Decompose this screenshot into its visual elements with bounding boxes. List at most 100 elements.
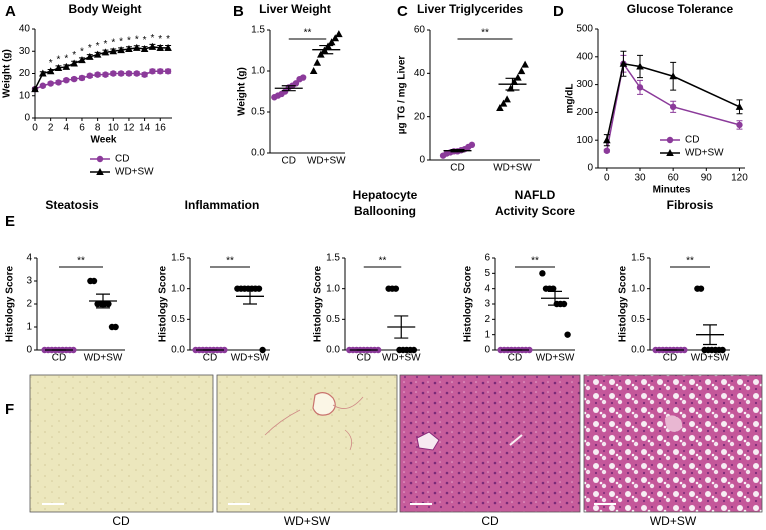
panel-letter: C bbox=[397, 3, 408, 20]
x-tick-label: WD+SW bbox=[307, 156, 346, 167]
sem-bar bbox=[394, 315, 409, 339]
significance-mark: * bbox=[64, 53, 68, 64]
data-point bbox=[299, 74, 307, 81]
data-point bbox=[636, 84, 644, 91]
y-tick-label: 500 bbox=[576, 24, 593, 35]
data-point bbox=[735, 102, 744, 110]
y-tick-label: 5 bbox=[484, 268, 490, 279]
data-point bbox=[102, 71, 109, 78]
series-line bbox=[34, 70, 169, 90]
data-point bbox=[157, 68, 164, 75]
significance-label: ** bbox=[686, 256, 694, 267]
micrograph-panel: F CD WD+SW CD WD+SW bbox=[5, 374, 763, 528]
y-tick-label: 2 bbox=[26, 299, 32, 310]
data-point bbox=[560, 300, 568, 308]
x-tick-label: 90 bbox=[701, 173, 713, 184]
y-axis-label: Weight (g) bbox=[2, 49, 13, 98]
data-point bbox=[526, 346, 533, 354]
legend-marker bbox=[666, 149, 674, 156]
data-point bbox=[62, 62, 71, 70]
y-axis-label: Histology Score bbox=[618, 266, 629, 343]
scale-bar bbox=[594, 503, 616, 505]
data-point bbox=[117, 46, 125, 54]
data-point bbox=[47, 80, 54, 87]
y-tick-label: 0.0 bbox=[251, 148, 265, 159]
y-tick-label: 10 bbox=[19, 90, 31, 101]
data-point bbox=[669, 72, 677, 80]
x-tick-label: 0 bbox=[604, 173, 610, 184]
x-tick-label: CD bbox=[357, 353, 371, 364]
data-point bbox=[156, 43, 165, 51]
data-point bbox=[148, 42, 157, 50]
x-tick-label: CD bbox=[282, 156, 296, 167]
y-tick-label: 0.0 bbox=[326, 345, 340, 356]
chart-title: Inflammation bbox=[185, 198, 260, 212]
significance-label: ** bbox=[531, 256, 539, 267]
data-point bbox=[70, 346, 77, 354]
legend-label: CD bbox=[685, 135, 699, 146]
x-tick-label: 12 bbox=[123, 123, 135, 134]
y-tick-label: 0 bbox=[587, 163, 593, 174]
data-point bbox=[164, 43, 172, 51]
x-tick-label: WD+SW bbox=[691, 353, 730, 364]
y-tick-label: 1 bbox=[484, 329, 490, 340]
y-tick-label: 1.0 bbox=[326, 283, 340, 294]
panel-letter: B bbox=[233, 3, 244, 20]
data-point bbox=[109, 47, 118, 55]
data-point bbox=[521, 60, 529, 68]
data-point bbox=[292, 80, 300, 87]
x-tick-label: 120 bbox=[731, 173, 748, 184]
y-tick-label: 30 bbox=[19, 46, 31, 57]
y-tick-label: 400 bbox=[576, 51, 593, 62]
y-axis-label: Histology Score bbox=[313, 266, 324, 343]
y-tick-label: 1.5 bbox=[251, 25, 265, 36]
chart-title: Activity Score bbox=[495, 204, 575, 218]
x-tick-label: 14 bbox=[139, 123, 151, 134]
data-point bbox=[78, 56, 86, 64]
significance-mark: * bbox=[49, 58, 53, 69]
data-point bbox=[499, 99, 508, 107]
data-point bbox=[46, 67, 55, 75]
data-point bbox=[392, 285, 400, 292]
data-point bbox=[86, 72, 94, 79]
data-point bbox=[697, 285, 705, 292]
data-point bbox=[636, 62, 644, 70]
caption: WD+SW bbox=[650, 514, 697, 528]
significance-mark: * bbox=[80, 47, 84, 58]
data-point bbox=[619, 59, 628, 67]
y-axis-label: Histology Score bbox=[463, 266, 474, 343]
x-tick-label: 10 bbox=[108, 123, 120, 134]
y-tick-label: 40 bbox=[19, 24, 31, 35]
vessel bbox=[312, 392, 336, 416]
y-tick-label: 2 bbox=[484, 314, 490, 325]
data-point bbox=[132, 43, 141, 51]
y-tick-label: 200 bbox=[576, 107, 593, 118]
significance-mark: * bbox=[158, 34, 162, 45]
chart-title: Liver Weight bbox=[259, 2, 331, 16]
y-axis-label: Histology Score bbox=[158, 266, 169, 343]
significance-label: ** bbox=[77, 256, 85, 267]
y-tick-label: 1.5 bbox=[171, 253, 185, 264]
y-axis-label: Weight (g) bbox=[237, 67, 248, 116]
data-point bbox=[70, 59, 78, 67]
y-tick-label: 60 bbox=[414, 25, 426, 36]
fibrosis-strand bbox=[264, 396, 364, 451]
data-point bbox=[141, 71, 148, 78]
data-point bbox=[31, 85, 39, 93]
data-point bbox=[496, 104, 504, 111]
data-point bbox=[335, 30, 343, 38]
legend-label: CD bbox=[115, 154, 129, 165]
data-point bbox=[164, 68, 172, 75]
data-point bbox=[736, 121, 743, 129]
data-point bbox=[410, 346, 418, 354]
y-tick-label: 0.0 bbox=[171, 345, 185, 356]
significance-label: ** bbox=[379, 256, 387, 267]
sem-bar bbox=[505, 77, 520, 91]
vessel bbox=[665, 415, 683, 432]
data-point bbox=[603, 136, 611, 144]
data-point bbox=[39, 82, 47, 89]
x-tick-label: CD bbox=[203, 353, 217, 364]
vessel bbox=[416, 431, 440, 451]
data-point bbox=[539, 270, 546, 277]
data-point bbox=[86, 52, 94, 60]
